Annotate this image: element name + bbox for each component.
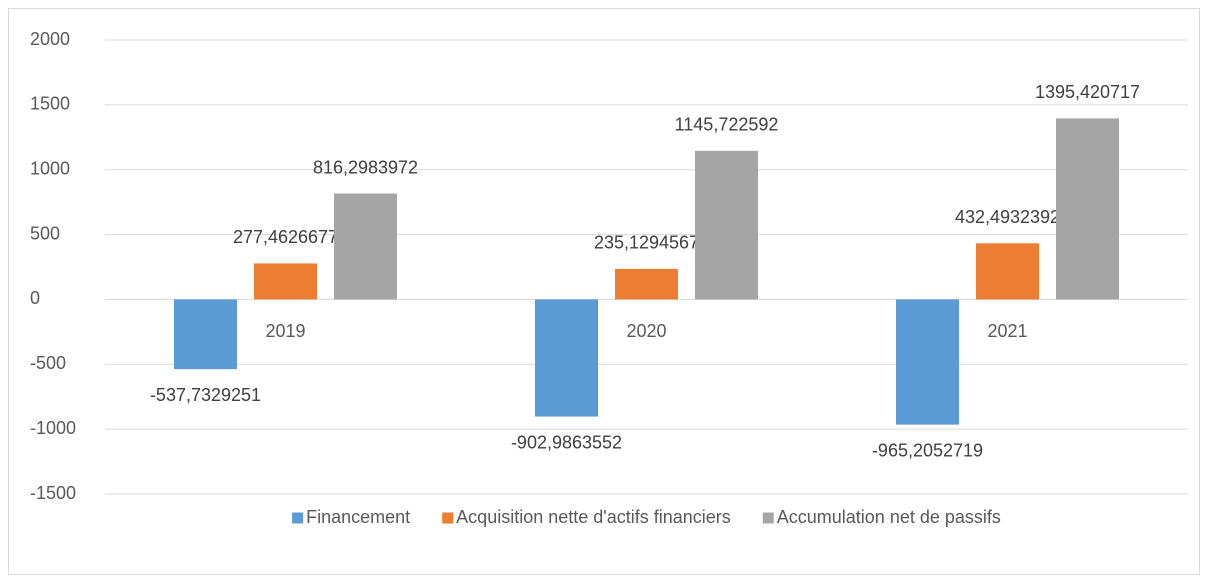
bar xyxy=(615,268,678,300)
data-label: 816,2983972 xyxy=(313,157,418,177)
bar xyxy=(535,299,598,417)
legend-label: Financement xyxy=(306,507,410,527)
legend-swatch xyxy=(762,512,774,524)
data-label: 432,4932392 xyxy=(955,207,1060,227)
x-tick-label: 2021 xyxy=(987,321,1027,341)
y-tick-label: 2000 xyxy=(30,29,70,49)
y-tick-label: 1500 xyxy=(30,94,70,114)
data-label: -965,2052719 xyxy=(872,440,983,460)
y-tick-label: -500 xyxy=(30,353,66,373)
bar xyxy=(1056,118,1119,300)
x-tick-label: 2020 xyxy=(626,321,666,341)
bar xyxy=(976,243,1039,300)
bar xyxy=(254,263,317,300)
data-label: -537,7329251 xyxy=(150,385,261,405)
x-tick-label: 2019 xyxy=(265,321,305,341)
bar xyxy=(896,299,959,425)
legend-swatch xyxy=(292,512,304,524)
bar xyxy=(334,193,397,300)
legend-label: Accumulation net de passifs xyxy=(777,507,1001,527)
y-tick-label: 500 xyxy=(30,223,60,243)
data-label: 1145,722592 xyxy=(675,115,779,135)
data-label: 1395,420717 xyxy=(1035,82,1140,102)
y-tick-label: -1500 xyxy=(30,483,76,503)
legend-label: Acquisition nette d'actifs financiers xyxy=(456,507,731,527)
data-label: 277,4626677 xyxy=(233,227,338,247)
y-tick-label: 0 xyxy=(30,288,40,308)
bar xyxy=(695,150,758,300)
data-label: 235,1294567 xyxy=(594,233,699,253)
y-tick-label: -1000 xyxy=(30,418,76,438)
legend-swatch xyxy=(442,512,454,524)
y-tick-label: 1000 xyxy=(30,158,70,178)
data-label: -902,9863552 xyxy=(511,432,622,452)
bar xyxy=(174,299,237,370)
